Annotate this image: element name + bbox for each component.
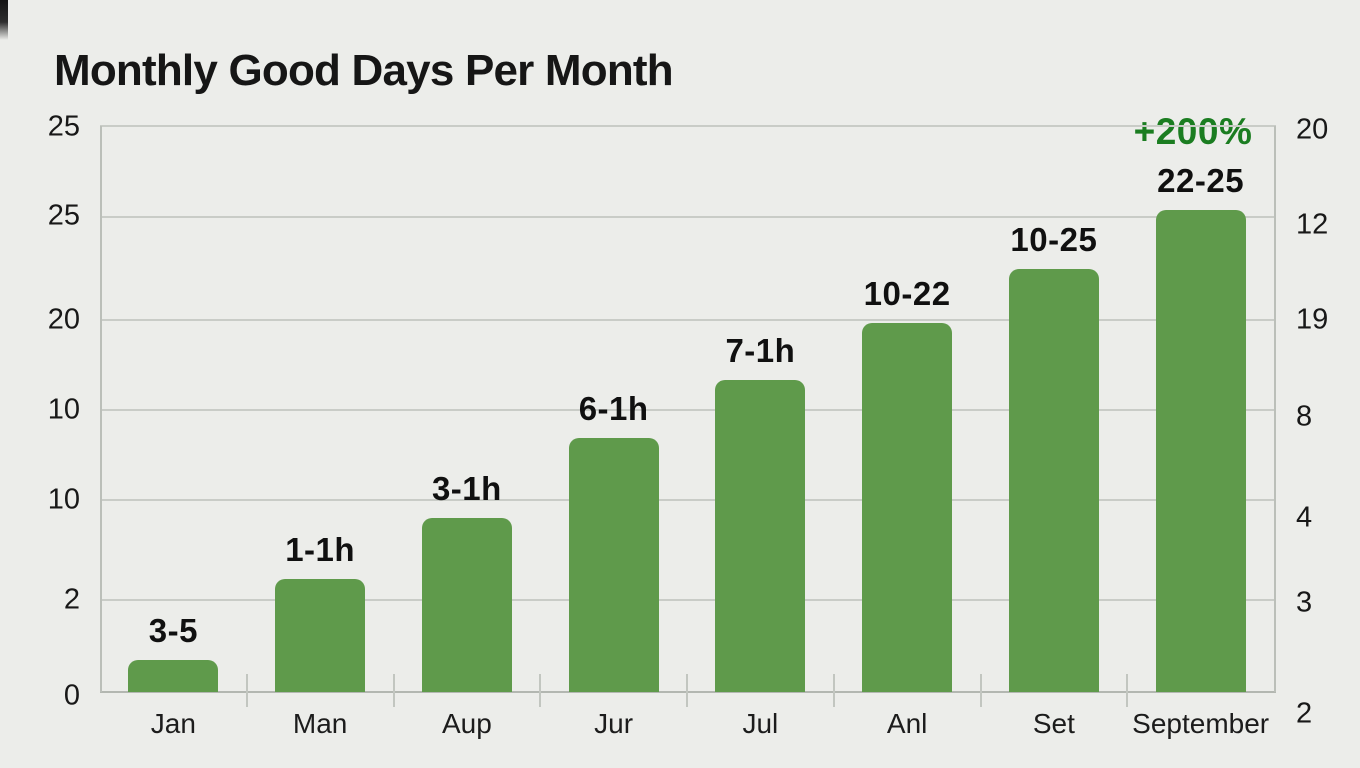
plot-right-border xyxy=(1274,126,1276,692)
corner-artifact xyxy=(0,0,8,40)
x-axis-category-label: Jan xyxy=(150,708,196,739)
y-axis-left-tick-label: 10 xyxy=(47,393,80,426)
bar-value-label: 3-5 xyxy=(148,612,198,649)
x-axis-category-label: September xyxy=(1132,708,1270,739)
chart-title: Monthly Good Days Per Month xyxy=(54,46,674,95)
y-axis-right-tick-label: 3 xyxy=(1296,586,1313,619)
gridline xyxy=(100,409,1276,411)
gridline xyxy=(100,599,1276,601)
y-axis-left-tick-label: 20 xyxy=(47,303,80,336)
x-axis-line xyxy=(100,691,1276,693)
bar-jan xyxy=(128,660,218,692)
gridline xyxy=(100,216,1276,218)
plot-left-border xyxy=(100,126,102,692)
category-separator-tick xyxy=(833,674,835,707)
x-axis-category-label: Anl xyxy=(886,708,928,739)
bar-value-label: 10-22 xyxy=(863,275,951,312)
y-axis-right-tick-label: 20 xyxy=(1296,113,1329,146)
category-separator-tick xyxy=(980,674,982,707)
category-separator-tick xyxy=(686,674,688,707)
y-axis-right-tick-label: 19 xyxy=(1296,303,1329,336)
bar-september xyxy=(1156,210,1246,692)
gridline xyxy=(100,125,1276,127)
bar-jur xyxy=(569,438,659,692)
y-axis-left-tick-label: 10 xyxy=(47,483,80,516)
bar-value-label: 10-25 xyxy=(1010,221,1098,258)
y-axis-left-tick-label: 25 xyxy=(47,199,80,232)
y-axis-right-tick-label: 8 xyxy=(1296,400,1313,433)
gridline xyxy=(100,319,1276,321)
category-separator-tick xyxy=(246,674,248,707)
x-axis-category-label: Aup xyxy=(441,708,492,739)
bar-man xyxy=(275,579,365,692)
bar-aup xyxy=(422,518,512,692)
y-axis-left-tick-label: 0 xyxy=(63,679,80,712)
y-axis-left-tick-label: 25 xyxy=(47,110,80,143)
y-axis-left-tick-label: 2 xyxy=(63,583,80,616)
x-axis-category-label: Set xyxy=(1032,708,1075,739)
bar-value-label: 7-1h xyxy=(725,332,796,369)
gridline xyxy=(100,499,1276,501)
bar-set xyxy=(1009,269,1099,692)
bar-value-label: 3-1h xyxy=(431,470,502,507)
y-axis-right-tick-label: 12 xyxy=(1296,208,1329,241)
bar-anl xyxy=(862,323,952,692)
x-axis-category-label: Jul xyxy=(742,708,779,739)
growth-annotation: +200% xyxy=(1133,111,1253,152)
bar-value-label: 22-25 xyxy=(1157,162,1245,199)
bar-value-label: 6-1h xyxy=(578,390,649,427)
bar-value-label: 1-1h xyxy=(285,531,356,568)
x-axis-category-label: Jur xyxy=(594,708,634,739)
y-axis-right-tick-label: 2 xyxy=(1296,697,1313,730)
bar-jul xyxy=(715,380,805,692)
category-separator-tick xyxy=(393,674,395,707)
category-separator-tick xyxy=(1126,674,1128,707)
y-axis-right-tick-label: 4 xyxy=(1296,501,1313,534)
category-separator-tick xyxy=(539,674,541,707)
x-axis-category-label: Man xyxy=(292,708,348,739)
